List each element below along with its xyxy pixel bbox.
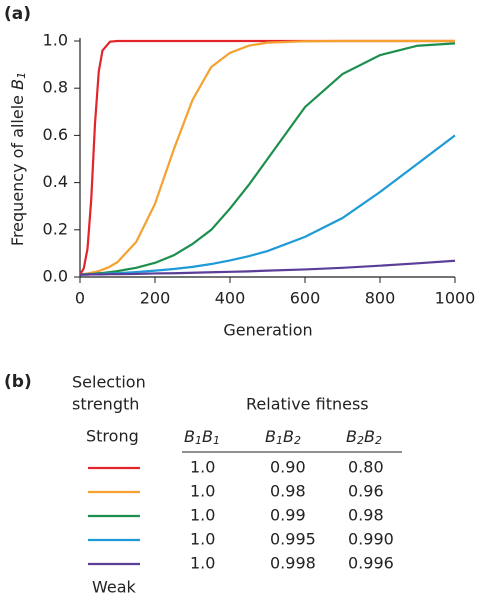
series-line [80, 259, 456, 276]
allele-symbol: B [8, 79, 27, 90]
allele-subscript: 2 [294, 434, 301, 447]
fitness-value: 1.0 [190, 482, 215, 501]
x-tick-label: 400 [215, 289, 246, 308]
allele-subscript: 1 [195, 434, 202, 447]
genotype-header: B1B1 [184, 427, 220, 448]
y-tick-label: 1.0 [43, 31, 68, 50]
fitness-value: 1.0 [190, 458, 215, 477]
x-tick-label: 200 [140, 289, 171, 308]
allele-symbol: B [346, 427, 357, 446]
y-tick-label: 0.4 [43, 172, 68, 191]
allele-symbol: B [265, 427, 276, 446]
x-tick-label: 1000 [435, 289, 476, 308]
fitness-value: 0.996 [348, 554, 394, 573]
fitness-value: 0.990 [348, 530, 394, 549]
x-tick-label: 800 [365, 289, 396, 308]
series-line [80, 134, 456, 276]
fitness-value: 0.96 [348, 482, 384, 501]
weak-label: Weak [92, 578, 137, 597]
allele-subscript: 1 [15, 72, 28, 79]
strong-label: Strong [86, 427, 139, 446]
x-tick-label: 0 [75, 289, 85, 308]
allele-subscript: 2 [357, 434, 364, 447]
y-axis-label: Frequency of allele B1 [8, 72, 29, 246]
fitness-value: 0.98 [348, 506, 384, 525]
y-tick-label: 0.8 [43, 78, 68, 97]
y-tick-label: 0.0 [43, 267, 68, 286]
y-tick-label: 0.6 [43, 125, 68, 144]
fitness-value: 0.995 [270, 530, 316, 549]
fitness-value: 0.90 [270, 458, 306, 477]
strength-header: strength [72, 395, 139, 414]
allele-symbol: B [202, 427, 213, 446]
y-tick-label: 0.2 [43, 219, 68, 238]
allele-subscript: 1 [276, 434, 283, 447]
allele-symbol: B [364, 427, 375, 446]
panel-label: (a) [4, 4, 31, 24]
allele-symbol: B [283, 427, 294, 446]
strength-header: Selection [72, 373, 146, 392]
fitness-value: 0.80 [348, 458, 384, 477]
fitness-value: 0.998 [270, 554, 316, 573]
x-tick-label: 600 [290, 289, 321, 308]
series-line [79, 39, 455, 276]
allele-symbol: B [184, 427, 195, 446]
fitness-value: 1.0 [190, 506, 215, 525]
panel-label: (b) [4, 372, 32, 392]
fitness-value: 0.98 [270, 482, 306, 501]
fitness-value: 1.0 [190, 530, 215, 549]
x-axis-label: Generation [223, 321, 312, 340]
allele-subscript: 1 [213, 434, 220, 447]
fitness-header: Relative fitness [246, 395, 369, 414]
label-text: Frequency of allele [8, 95, 27, 246]
fitness-value: 0.99 [270, 506, 306, 525]
allele-subscript: 2 [375, 434, 382, 447]
genotype-header: B1B2 [265, 427, 301, 448]
genotype-header: B2B2 [346, 427, 382, 448]
fitness-value: 1.0 [190, 554, 215, 573]
